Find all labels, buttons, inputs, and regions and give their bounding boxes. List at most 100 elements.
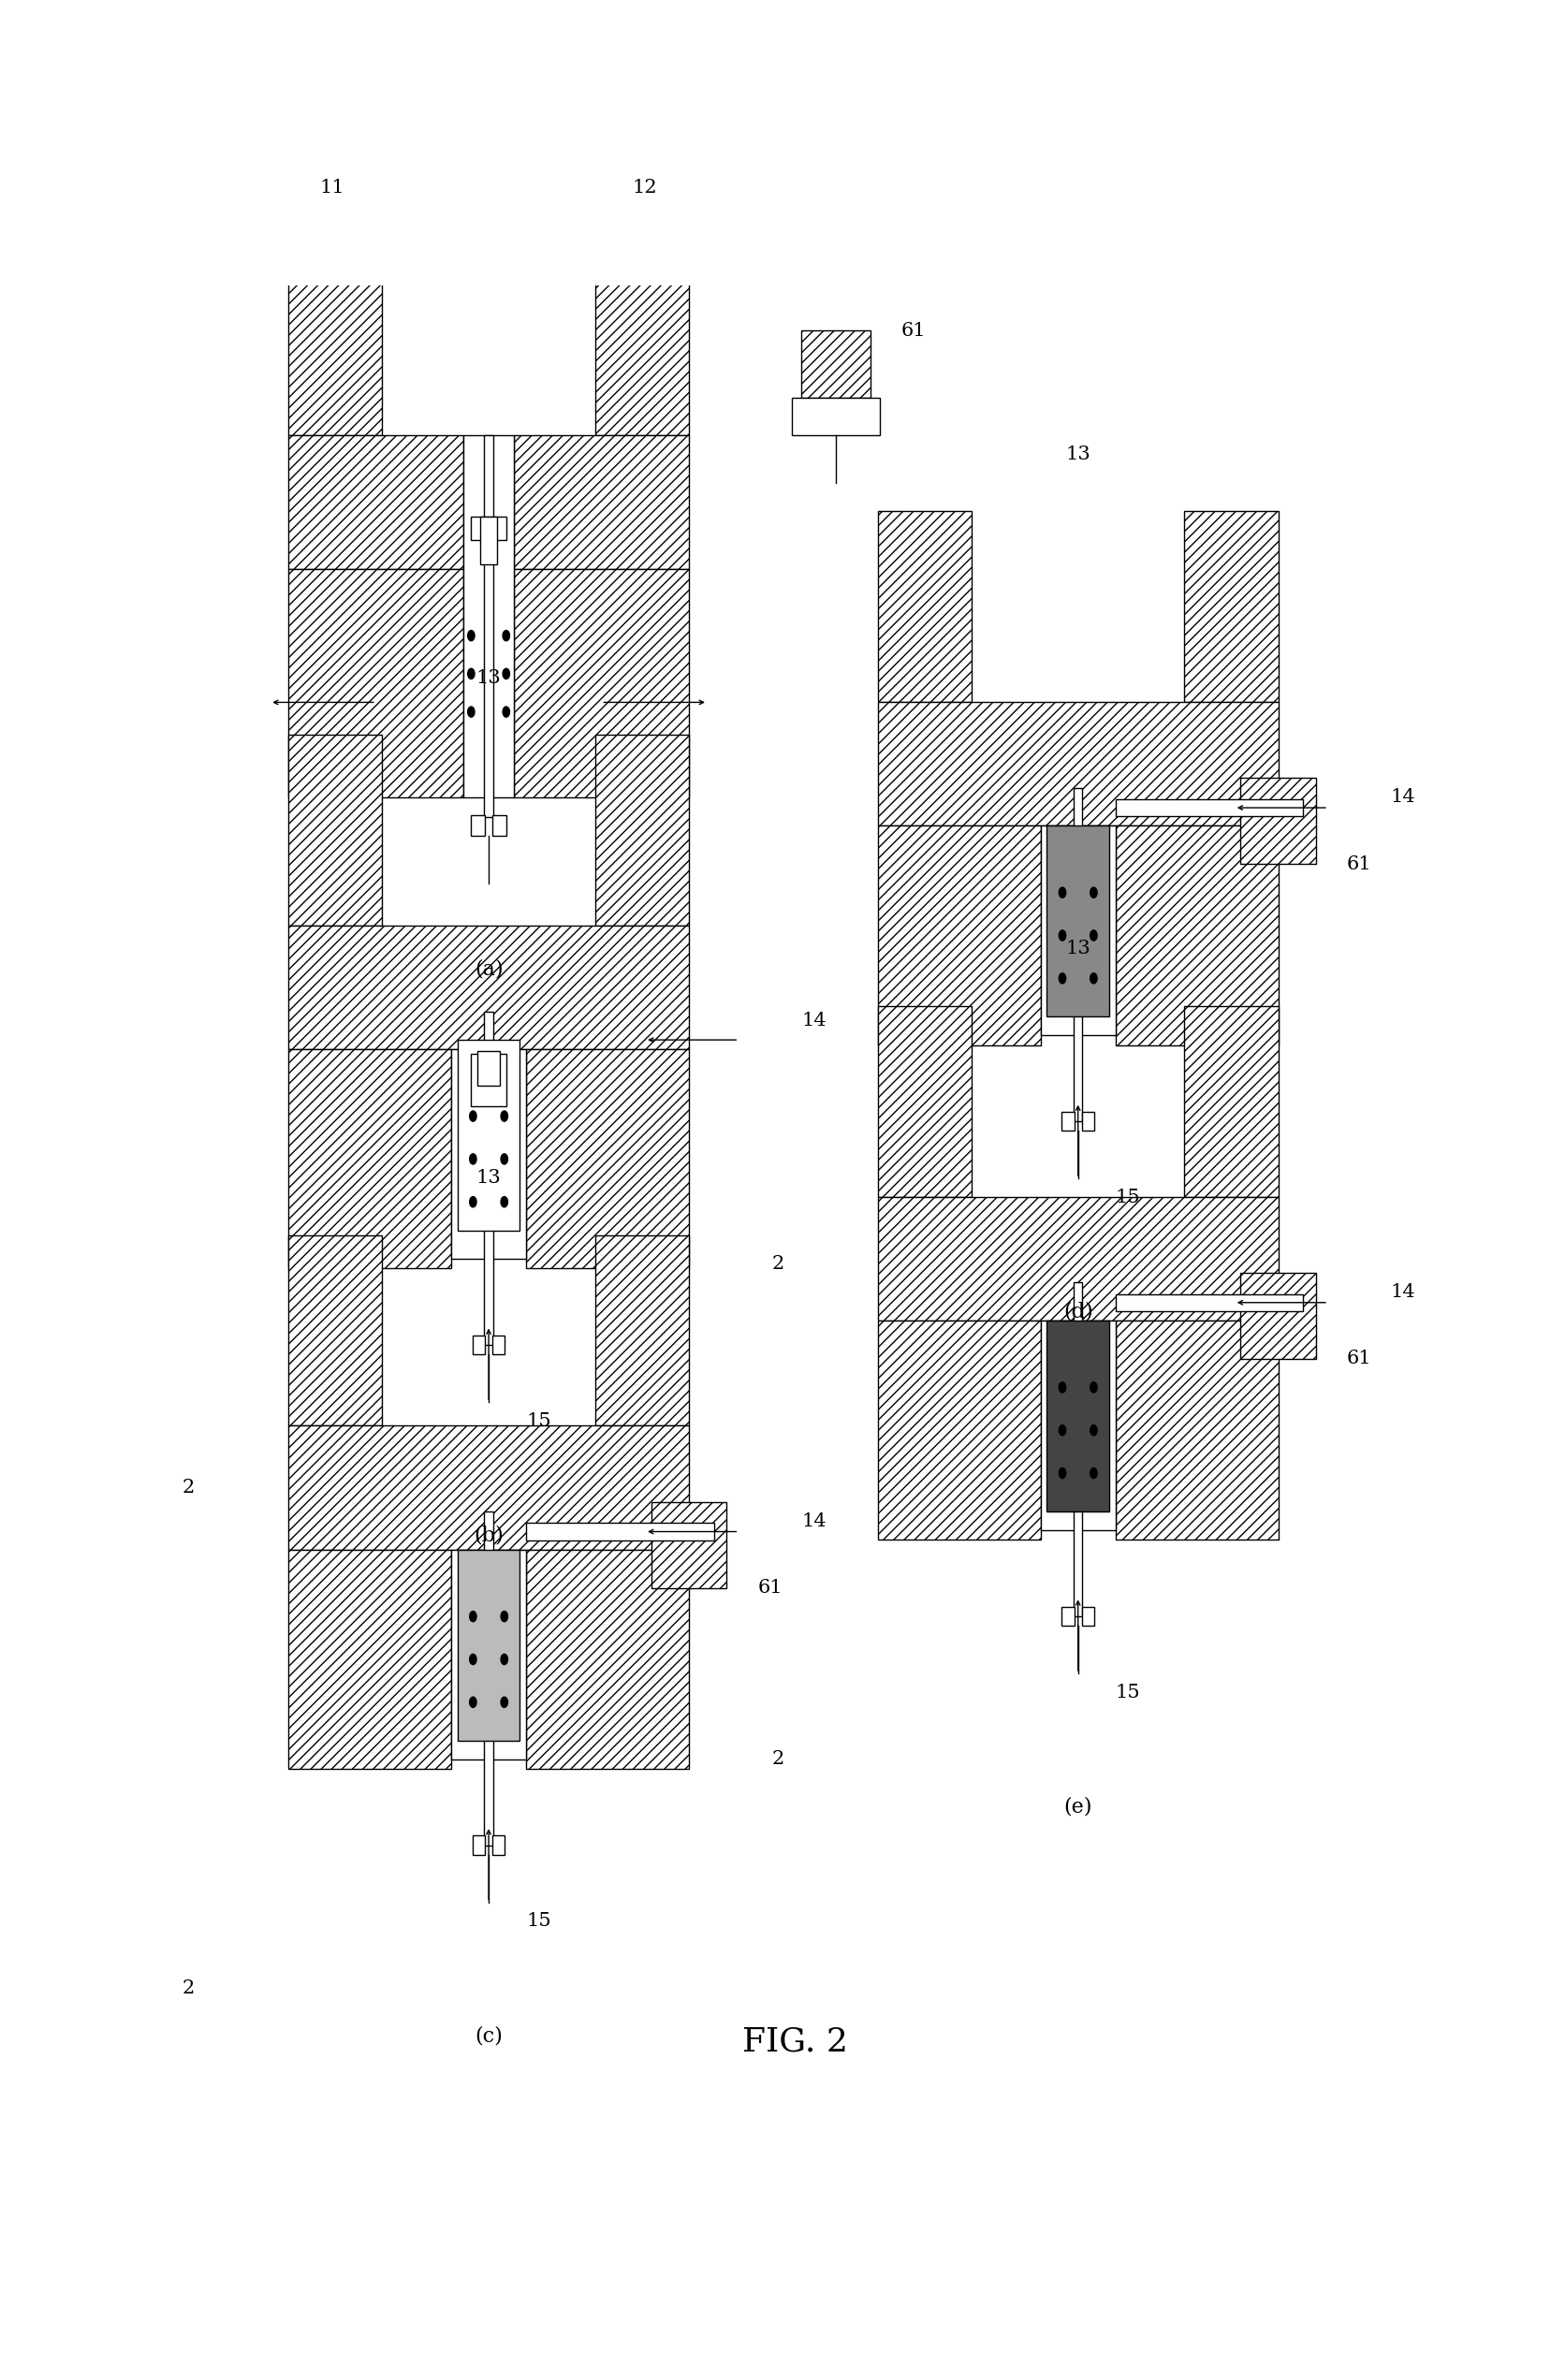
Bar (1045, 826, 1109, 1016)
Bar (1045, 1321, 1109, 1511)
Text: 61: 61 (757, 1578, 782, 1597)
Bar (594, 245, 689, 436)
Bar (594, 735, 689, 926)
Circle shape (470, 1697, 476, 1706)
Text: 2: 2 (181, 1478, 194, 1497)
Circle shape (501, 1154, 507, 1164)
Circle shape (470, 1654, 476, 1664)
Circle shape (470, 1611, 476, 1621)
Bar (1081, 1606, 1093, 1626)
Bar (472, 516, 506, 540)
Text: 14: 14 (800, 1511, 825, 1530)
Bar (1239, 778, 1315, 864)
Circle shape (467, 669, 475, 678)
Text: 61: 61 (1346, 1349, 1371, 1368)
Bar (464, 436, 513, 797)
Bar (472, 1054, 506, 1107)
Bar (492, 1335, 504, 1354)
Text: 13: 13 (476, 669, 501, 688)
Bar (288, 569, 464, 797)
Bar (1115, 800, 1303, 816)
Circle shape (1089, 1468, 1097, 1478)
Bar (458, 1040, 520, 1230)
Bar (1081, 1111, 1093, 1130)
Circle shape (1089, 1426, 1097, 1435)
Circle shape (501, 1654, 507, 1664)
Bar (1115, 826, 1278, 1045)
Bar (1183, 1007, 1278, 1197)
Bar (1073, 788, 1081, 1121)
Text: 14: 14 (1390, 788, 1415, 807)
Bar (484, 1011, 493, 1345)
Bar (800, 331, 870, 397)
Bar (288, 245, 382, 436)
Text: 15: 15 (526, 1914, 551, 1930)
Bar (1039, 1321, 1115, 1530)
Circle shape (501, 1111, 507, 1121)
Bar (479, 516, 498, 564)
Bar (791, 397, 879, 436)
Text: FIG. 2: FIG. 2 (741, 2025, 848, 2056)
Bar (878, 1321, 1039, 1540)
Circle shape (1089, 888, 1097, 897)
Circle shape (1058, 1383, 1066, 1392)
Text: 14: 14 (1390, 1283, 1415, 1302)
Bar (878, 826, 1039, 1045)
Circle shape (501, 1197, 507, 1207)
Bar (288, 1235, 382, 1426)
Text: 15: 15 (1115, 1188, 1140, 1207)
Circle shape (503, 707, 509, 716)
Bar (492, 814, 506, 835)
Text: 13: 13 (1066, 940, 1090, 957)
Text: 14: 14 (800, 1011, 825, 1031)
Circle shape (1058, 973, 1066, 983)
Bar (288, 1050, 451, 1269)
Bar (472, 1835, 484, 1854)
Text: 15: 15 (526, 1411, 551, 1430)
Text: 15: 15 (1115, 1683, 1140, 1702)
Text: 2: 2 (771, 1254, 783, 1273)
Circle shape (470, 1111, 476, 1121)
Text: (e): (e) (1062, 1797, 1092, 1816)
Bar (513, 569, 689, 797)
Text: 61: 61 (1346, 854, 1371, 873)
Bar (288, 926, 689, 1050)
Circle shape (1058, 1426, 1066, 1435)
Circle shape (1089, 973, 1097, 983)
Bar (878, 1007, 971, 1197)
Bar (472, 1335, 484, 1354)
Text: (c): (c) (475, 2025, 503, 2047)
Bar (1115, 1321, 1278, 1540)
Bar (1115, 1295, 1303, 1311)
Bar (478, 1052, 499, 1085)
Bar (526, 1549, 689, 1768)
Circle shape (1058, 931, 1066, 940)
Text: 13: 13 (1066, 445, 1090, 464)
Circle shape (503, 631, 509, 640)
Bar (878, 512, 971, 702)
Bar (288, 735, 382, 926)
Bar (492, 1835, 504, 1854)
Bar (1061, 1606, 1073, 1626)
Circle shape (1058, 888, 1066, 897)
Bar (878, 702, 1278, 826)
Circle shape (467, 707, 475, 716)
Bar (484, 1511, 493, 1844)
Bar (878, 1197, 1278, 1321)
Bar (288, 436, 464, 569)
Bar (472, 814, 484, 835)
Circle shape (470, 1154, 476, 1164)
Text: 13: 13 (476, 1169, 501, 1188)
Bar (651, 1502, 726, 1587)
Text: (b): (b) (473, 1526, 503, 1545)
Bar (458, 1549, 520, 1740)
Circle shape (501, 1697, 507, 1706)
Bar (594, 1235, 689, 1426)
Bar (451, 1050, 526, 1259)
Text: 11: 11 (320, 178, 344, 198)
Bar (1039, 826, 1115, 1035)
Bar (288, 1549, 451, 1768)
Bar (484, 436, 493, 816)
Bar (1073, 1283, 1081, 1616)
Text: 12: 12 (633, 178, 658, 198)
